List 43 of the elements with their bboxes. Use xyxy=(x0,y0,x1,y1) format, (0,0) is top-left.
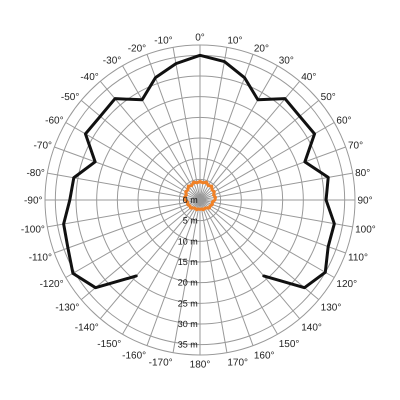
y-tick-label: 15 m xyxy=(178,256,198,267)
spoke-label: -150° xyxy=(97,338,122,350)
spoke-label: 150° xyxy=(278,338,300,350)
spoke-label: -30° xyxy=(102,56,122,67)
spoke-label: 110° xyxy=(348,252,368,264)
spoke-label: -10° xyxy=(154,36,173,47)
spoke-label: 120° xyxy=(336,278,358,290)
spoke-label: 160° xyxy=(254,350,275,362)
spoke-label: -80° xyxy=(26,168,45,179)
spoke-label: -130° xyxy=(55,302,80,314)
spoke-label: 70° xyxy=(348,140,364,152)
spoke-label: -20° xyxy=(128,43,146,54)
spoke-label: -70° xyxy=(34,140,52,152)
spoke-label: 0° xyxy=(195,32,205,44)
spoke-label: -140° xyxy=(74,322,99,334)
y-tick-label: 25 m xyxy=(178,298,198,308)
spoke-label: 60° xyxy=(336,115,352,126)
spoke-label: -120° xyxy=(40,278,64,290)
spoke-label: 180° xyxy=(190,360,210,370)
spoke-label: 170° xyxy=(227,358,248,369)
spoke-label: 90° xyxy=(358,196,373,206)
spoke-label: 140° xyxy=(301,322,322,334)
spoke-label: -100° xyxy=(20,224,45,236)
spoke-label: -160° xyxy=(122,350,146,362)
spoke-label: 50° xyxy=(320,92,336,104)
spoke-label: -40° xyxy=(80,72,99,84)
spoke-label: -60° xyxy=(45,115,64,126)
y-tick-label: 35 m xyxy=(178,340,198,350)
y-tick-label: 5 m xyxy=(182,216,198,226)
spoke-label: 130° xyxy=(320,302,342,314)
spoke-label: 10° xyxy=(227,36,242,47)
spoke-label: 80° xyxy=(355,168,370,179)
spoke-label: -90° xyxy=(24,196,42,206)
y-tick-label: 30 m xyxy=(178,318,198,329)
spoke-label: -110° xyxy=(28,252,52,264)
spoke-label: 40° xyxy=(301,72,316,84)
y-tick-label: 10 m xyxy=(178,236,198,246)
spoke-label: -50° xyxy=(60,92,80,104)
spoke-label: 30° xyxy=(278,56,294,67)
y-tick-label: 20 m xyxy=(178,278,198,288)
spoke-label: -170° xyxy=(148,358,173,369)
spoke-label: 20° xyxy=(254,43,269,54)
spoke-label: 100° xyxy=(355,224,376,236)
